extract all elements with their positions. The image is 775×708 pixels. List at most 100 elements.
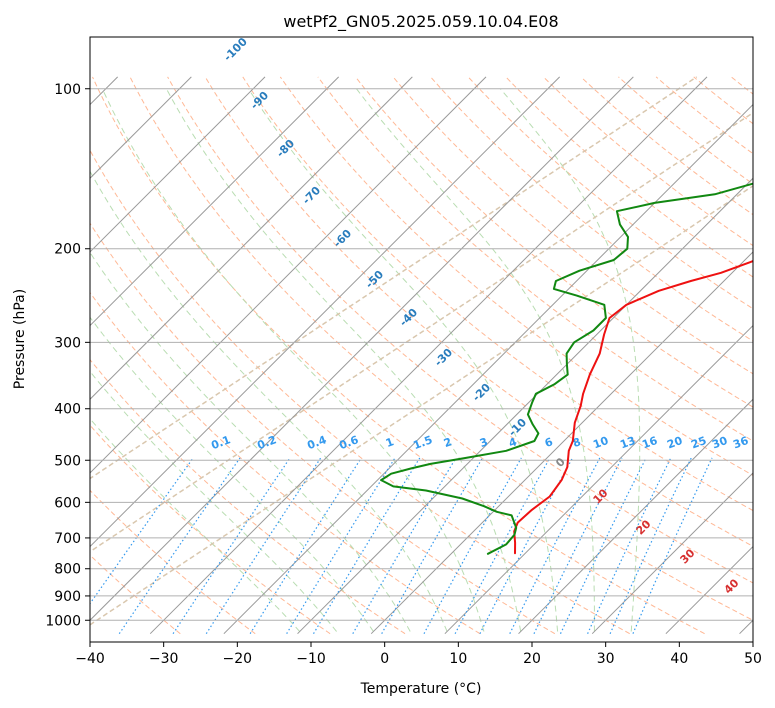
background-lines (90, 76, 775, 635)
mixing-ratio-line (632, 457, 713, 634)
moist-adiabat-label: -70 (300, 184, 323, 207)
y-axis-title: Pressure (hPa) (12, 289, 28, 389)
mixing-ratio-line (90, 457, 194, 605)
mixing-ratio-label: 10 (591, 434, 610, 452)
moist-adiabat (101, 88, 485, 632)
x-axis-ticks: −40 −30 −20 −10 0 10 20 30 40 50 (75, 642, 762, 667)
x-tick-label: −30 (149, 651, 179, 667)
pressure-gridlines (90, 88, 753, 621)
mixing-ratio-label: 3 (478, 435, 490, 450)
theta-e-curve (90, 76, 698, 480)
moist-adiabat (356, 88, 595, 632)
x-axis-title: Temperature (°C) (360, 681, 482, 697)
isotherm (90, 76, 561, 548)
moist-adiabat-label: -100 (221, 35, 250, 64)
x-tick-label: 20 (523, 651, 541, 667)
dry-adiabat-label: 40 (722, 576, 742, 596)
dry-adiabat-label: 10 (591, 486, 611, 506)
mixing-ratio-label: 4 (507, 435, 519, 450)
dry-adiabat (92, 76, 705, 635)
dry-adiabat (655, 76, 753, 155)
isotherm (223, 103, 753, 635)
isotherm (518, 398, 753, 635)
isotherm (90, 76, 487, 474)
dry-adiabat-label: 0 (553, 455, 568, 470)
mixing-ratio-line (381, 457, 484, 634)
y-tick-label: 200 (54, 242, 81, 258)
mixing-ratio-label: 1 (384, 435, 396, 450)
moist-adiabat (90, 316, 374, 632)
x-tick-label: −40 (75, 651, 105, 667)
mixing-ratio-line (423, 457, 522, 634)
y-tick-label: 100 (54, 82, 81, 98)
x-tick-label: −10 (296, 651, 326, 667)
dry-adiabat (90, 489, 256, 635)
plot-frame (89, 36, 754, 643)
moist-adiabat (90, 370, 337, 632)
dry-adiabat (242, 76, 753, 512)
x-tick-label: −20 (223, 651, 253, 667)
mixing-ratio-label: 0.2 (255, 433, 278, 452)
isotherm (297, 177, 753, 635)
isotherm (90, 76, 634, 621)
y-tick-label: 700 (54, 531, 81, 547)
dry-adiabat (90, 222, 556, 635)
y-tick-label: 600 (54, 495, 81, 511)
isotherm (90, 76, 192, 179)
dry-adiabat (204, 76, 753, 547)
y-tick-label: 500 (54, 453, 81, 469)
chart-title: wetPf2_GN05.2025.059.10.04.E08 (283, 12, 558, 32)
moist-adiabat (90, 417, 301, 632)
mixing-ratio-line (312, 457, 421, 635)
y-tick-label: 400 (54, 402, 81, 418)
moist-adiabat-label: -90 (248, 89, 271, 112)
dry-adiabat (505, 76, 753, 278)
mixing-ratio-label: 13 (618, 434, 637, 451)
moist-adiabat-label: -10 (506, 416, 529, 439)
mixing-ratio-label: 25 (689, 434, 708, 451)
mixing-ratio-label: 0.6 (337, 433, 360, 452)
mixing-ratio-label: 20 (665, 434, 684, 452)
mixing-ratio-label: 0.1 (209, 433, 232, 452)
mixing-ratio-line (509, 457, 601, 634)
mixing-ratio-label: 0.4 (305, 433, 328, 452)
mixing-ratio-line (609, 457, 692, 634)
series-layer (380, 182, 753, 555)
mixing-ratio-label: 1.5 (411, 433, 434, 452)
isotherm (370, 251, 753, 635)
dewpoint-line (380, 182, 753, 555)
dry-adiabat (769, 77, 775, 634)
isotherm (90, 76, 266, 253)
moist-adiabat (90, 251, 411, 632)
x-tick-label: 10 (449, 651, 467, 667)
y-tick-label: 300 (54, 335, 81, 351)
moist-adiabat-label: -60 (331, 227, 354, 250)
moist-adiabat-label: -50 (363, 268, 386, 291)
dry-adiabat (90, 149, 630, 635)
x-tick-label: 50 (744, 651, 762, 667)
mixing-ratio-label: 36 (731, 434, 750, 452)
mixing-ratio-line (172, 457, 291, 635)
mixing-ratio-label: 8 (571, 435, 583, 450)
mixing-ratio-line (533, 457, 623, 634)
theta-e-curve (90, 111, 753, 553)
y-tick-label: 1000 (45, 613, 81, 629)
y-tick-label: 900 (54, 589, 81, 605)
isotherm (149, 76, 708, 635)
moist-adiabat (90, 170, 448, 632)
moist-adiabat (500, 88, 641, 632)
mixing-ratio-line (205, 457, 322, 635)
isotherm (90, 76, 413, 400)
mixing-ratio-line (479, 457, 574, 634)
dry-adiabat (693, 76, 753, 125)
moist-adiabat (248, 88, 559, 632)
mixing-ratio-line (587, 457, 672, 634)
mixing-ratio-label: 30 (710, 434, 729, 452)
line-annotations: -100-90-80-70-60-50-40-30-20-100.1 0.2 0.4… (209, 35, 750, 597)
isotherm (444, 324, 753, 635)
dry-adiabat-label: 30 (678, 546, 698, 566)
moist-adiabat-label: -80 (274, 137, 297, 160)
dry-adiabat (467, 76, 753, 310)
dry-adiabat (355, 76, 753, 408)
